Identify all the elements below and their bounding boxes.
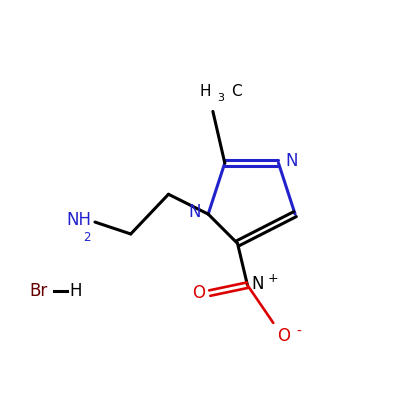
Text: 3: 3 [218, 94, 225, 104]
Text: O: O [192, 284, 205, 302]
Text: Br: Br [29, 282, 48, 300]
Text: C: C [231, 84, 241, 99]
Text: 2: 2 [84, 231, 91, 244]
Text: N: N [286, 152, 298, 170]
Text: N: N [252, 275, 264, 293]
Text: -: - [296, 325, 301, 339]
Text: O: O [277, 327, 290, 345]
Text: NH: NH [66, 211, 91, 229]
Text: N: N [188, 203, 201, 221]
Text: +: + [268, 272, 279, 284]
Text: H: H [199, 84, 211, 99]
Text: H: H [70, 282, 82, 300]
